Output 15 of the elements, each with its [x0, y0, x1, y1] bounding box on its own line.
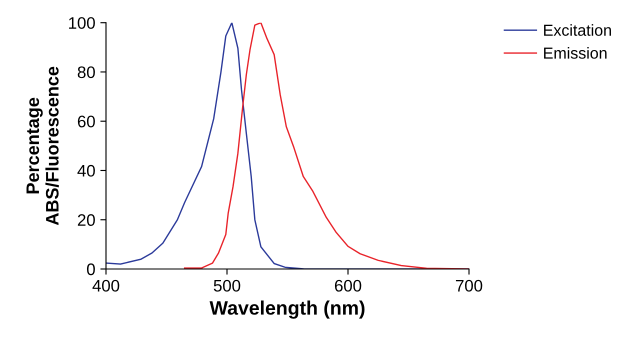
- legend-label: Excitation: [544, 24, 611, 36]
- legend-label: Emission: [544, 47, 607, 59]
- x-tick-label: 500: [214, 280, 240, 292]
- x-axis-title: Wavelength (nm): [210, 300, 364, 319]
- y-tick-label: 40: [77, 164, 95, 177]
- x-tick-label: 700: [456, 280, 482, 292]
- y-tick-label: 0: [86, 263, 95, 276]
- y-tick-label: 80: [78, 66, 95, 78]
- x-tick-label: 600: [334, 280, 362, 292]
- y-tick-label: 60: [78, 116, 95, 128]
- line-series: [184, 22, 469, 269]
- y-axis-title: Percentage ABS/Fluorescence: [26, 66, 59, 226]
- y-tick-label: 20: [78, 214, 95, 226]
- y-tick-label: 100: [69, 17, 95, 29]
- x-tick-label: 400: [92, 280, 120, 292]
